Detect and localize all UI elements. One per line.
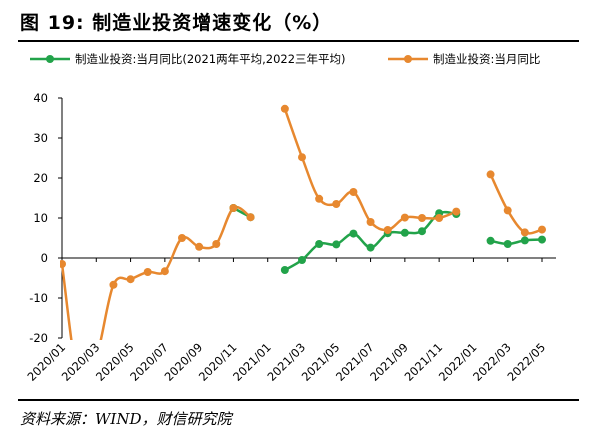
data-point-orange	[332, 200, 341, 208]
y-tick-label: 40	[33, 91, 48, 105]
chart-legend: 制造业投资:当月同比(2021两年平均,2022三年平均) 制造业投资:当月同比	[30, 52, 540, 66]
legend-label-orange: 制造业投资:当月同比	[433, 52, 540, 66]
y-tick-label: 30	[33, 131, 48, 145]
data-point-green	[486, 236, 495, 245]
data-point-orange	[229, 204, 238, 212]
data-point-green	[349, 229, 358, 238]
data-point-orange	[418, 214, 426, 222]
data-point-orange	[366, 218, 375, 226]
source-note: 资料来源：WIND，财信研究院	[20, 410, 232, 428]
data-point-orange	[383, 226, 392, 234]
data-point-orange	[109, 280, 118, 289]
y-tick-label: 0	[41, 251, 48, 265]
series-line-orange	[283, 108, 457, 232]
chart-axes: -20-100102030402020/012020/032020/052020…	[24, 91, 556, 384]
data-point-green	[298, 256, 306, 264]
y-tick-label: 20	[33, 171, 48, 185]
source-divider	[18, 399, 579, 401]
data-point-orange	[315, 194, 324, 203]
data-point-green	[315, 240, 324, 248]
data-point-orange	[298, 153, 306, 162]
series-line-green	[490, 238, 543, 246]
data-point-orange	[60, 260, 66, 268]
title-divider	[18, 40, 579, 42]
data-point-orange	[349, 188, 358, 196]
x-tick-label: 2022/05	[504, 340, 548, 384]
data-point-orange	[75, 380, 83, 388]
data-point-orange	[486, 170, 495, 179]
data-point-green	[400, 228, 409, 237]
data-point-orange	[503, 206, 512, 215]
data-point-orange	[452, 207, 461, 216]
data-point-orange	[280, 104, 289, 113]
data-point-orange	[400, 213, 409, 222]
data-point-green	[520, 236, 529, 245]
data-point-orange	[195, 242, 204, 251]
legend-item-green: 制造业投资:当月同比(2021两年平均,2022三年平均)	[30, 52, 346, 66]
data-point-orange	[126, 275, 135, 284]
data-point-orange	[178, 234, 186, 242]
legend-item-orange: 制造业投资:当月同比	[388, 52, 540, 66]
data-point-orange	[520, 228, 529, 237]
y-tick-label: -20	[29, 331, 48, 345]
data-point-orange	[143, 268, 152, 276]
data-point-green	[332, 240, 341, 249]
series-line-orange	[489, 173, 543, 235]
data-point-green	[366, 243, 375, 252]
data-point-orange	[246, 213, 255, 222]
y-tick-label: -10	[29, 291, 48, 305]
data-point-orange	[435, 214, 444, 222]
data-point-green	[538, 235, 546, 244]
data-point-orange	[212, 240, 221, 248]
series-layer	[60, 104, 546, 388]
data-point-orange	[538, 225, 546, 234]
data-point-orange	[160, 267, 169, 276]
y-tick-label: 10	[33, 211, 48, 225]
figure-title: 图 19: 制造业投资增速变化（%）	[20, 12, 333, 34]
line-chart: 制造业投资:当月同比(2021两年平均,2022三年平均) 制造业投资:当月同比…	[24, 52, 556, 388]
data-point-green	[503, 240, 512, 248]
legend-label-green: 制造业投资:当月同比(2021两年平均,2022三年平均)	[75, 52, 346, 66]
data-point-green	[418, 227, 426, 236]
data-point-green	[280, 266, 289, 274]
